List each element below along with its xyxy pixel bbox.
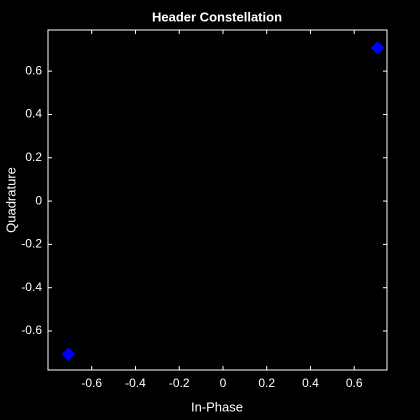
y-tick-label: 0.2 [25, 150, 42, 164]
y-tick-label: 0.6 [25, 63, 42, 77]
x-tick-label: 0.4 [302, 376, 319, 390]
y-tick-label: -0.2 [21, 237, 42, 251]
x-tick-label: -0.4 [125, 376, 146, 390]
y-tick-label: 0 [35, 193, 42, 207]
point [61, 347, 76, 361]
y-tick-label: -0.4 [21, 280, 42, 294]
x-axis-label: In-Phase [191, 399, 243, 414]
y-axis-label: Quadrature [3, 167, 18, 233]
axes-box [47, 29, 388, 371]
x-tick-label: 0.6 [346, 376, 363, 390]
x-tick-label: 0.2 [258, 376, 275, 390]
y-tick-label: -0.6 [21, 323, 42, 337]
x-tick-label: 0 [220, 376, 227, 390]
x-tick-label: -0.2 [169, 376, 190, 390]
chart-title: Header Constellation [152, 9, 282, 24]
y-tick-label: 0.4 [25, 107, 42, 121]
x-tick-label: -0.6 [81, 376, 102, 390]
point [370, 41, 385, 55]
